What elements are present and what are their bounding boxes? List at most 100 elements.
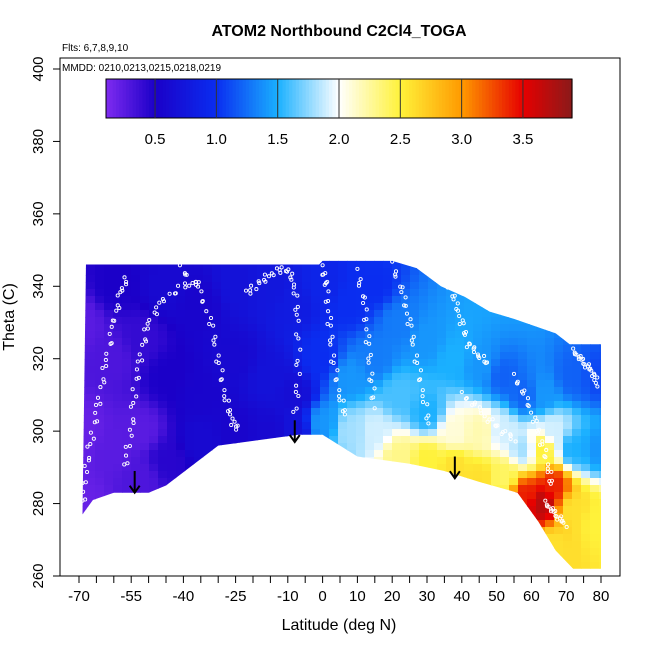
heatmap-cell <box>581 303 591 311</box>
heatmap-cell <box>284 338 294 346</box>
heatmap-cell <box>374 261 384 269</box>
heatmap-cell <box>185 331 195 339</box>
heatmap-cell <box>527 261 537 269</box>
heatmap-cell <box>82 457 87 465</box>
heatmap-cell <box>338 247 348 255</box>
heatmap-cell <box>491 562 501 569</box>
heatmap-cell <box>599 324 602 332</box>
heatmap-cell <box>149 527 159 535</box>
flight-point <box>426 421 431 426</box>
flight-point <box>288 275 293 280</box>
heatmap-cell <box>455 247 465 255</box>
heatmap-cell <box>545 352 555 360</box>
heatmap-cell <box>509 394 519 402</box>
heatmap-cell <box>329 282 339 290</box>
heatmap-cell <box>284 261 294 269</box>
heatmap-cell <box>293 380 303 388</box>
heatmap-cell <box>581 345 591 353</box>
colorbar-swatch <box>485 79 490 118</box>
heatmap-cell <box>365 471 375 479</box>
heatmap-cell <box>82 268 87 276</box>
heatmap-cell <box>95 324 105 332</box>
heatmap-cell <box>311 562 321 569</box>
heatmap-cell <box>545 387 555 395</box>
heatmap-cell <box>545 282 555 290</box>
heatmap-cell <box>374 310 384 318</box>
y-tick-label: 360 <box>30 201 47 226</box>
heatmap-cell <box>446 541 456 549</box>
heatmap-cell <box>473 436 483 444</box>
heatmap-cell <box>563 562 573 569</box>
heatmap-cell <box>482 310 492 318</box>
heatmap-cell <box>176 268 186 276</box>
heatmap-cell <box>302 380 312 388</box>
heatmap-cell <box>149 471 159 479</box>
heatmap-cell <box>82 296 87 304</box>
heatmap-cell <box>221 548 231 556</box>
heatmap-cell <box>194 506 204 514</box>
heatmap-cell <box>293 562 303 569</box>
heatmap-cell <box>185 555 195 563</box>
heatmap-cell <box>338 303 348 311</box>
heatmap-cell <box>131 436 141 444</box>
heatmap-cell <box>491 324 501 332</box>
heatmap-cell <box>473 520 483 528</box>
heatmap-cell <box>167 415 177 423</box>
heatmap-cell <box>563 324 573 332</box>
heatmap-cell <box>248 380 258 388</box>
heatmap-cell <box>158 562 168 569</box>
heatmap-cell <box>82 450 87 458</box>
heatmap-cell <box>356 443 366 451</box>
heatmap-cell <box>86 548 96 556</box>
heatmap-cell <box>266 296 276 304</box>
flight-point <box>243 288 249 293</box>
heatmap-cell <box>365 282 375 290</box>
heatmap-cell <box>257 499 267 507</box>
colorbar-swatch <box>125 79 130 118</box>
heatmap-cell <box>185 429 195 437</box>
heatmap-cell <box>599 401 602 409</box>
heatmap-cell <box>437 478 447 486</box>
heatmap-cell <box>563 338 573 346</box>
heatmap-cell <box>563 457 573 465</box>
heatmap-cell <box>347 275 357 283</box>
heatmap-cell <box>230 275 240 283</box>
heatmap-cell <box>554 317 564 325</box>
heatmap-cell <box>320 415 330 423</box>
heatmap-cell <box>95 506 105 514</box>
heatmap-cell <box>212 380 222 388</box>
flight-point <box>123 453 129 458</box>
heatmap-cell <box>518 492 528 500</box>
heatmap-cell <box>500 345 510 353</box>
heatmap-cell <box>221 471 231 479</box>
heatmap-cell <box>86 310 96 318</box>
heatmap-cell <box>401 261 411 269</box>
heatmap-cell <box>302 303 312 311</box>
heatmap-cell <box>464 380 474 388</box>
heatmap-cell <box>311 261 321 269</box>
heatmap-cell <box>599 478 602 486</box>
heatmap-cell <box>536 415 546 423</box>
heatmap-cell <box>266 562 276 569</box>
heatmap-cell <box>500 261 510 269</box>
heatmap-cell <box>482 247 492 255</box>
heatmap-cell <box>527 387 537 395</box>
heatmap-cell <box>527 401 537 409</box>
heatmap-cell <box>563 499 573 507</box>
heatmap-cell <box>572 499 582 507</box>
descent-arrow <box>128 470 141 495</box>
heatmap-cell <box>545 527 555 535</box>
heatmap-cell <box>293 534 303 542</box>
heatmap-cell <box>590 429 600 437</box>
heatmap-cell <box>311 422 321 430</box>
heatmap-cell <box>572 548 582 556</box>
colorbar-swatch <box>418 79 423 118</box>
flight-point <box>367 334 372 339</box>
heatmap-cell <box>545 457 555 465</box>
heatmap-cell <box>455 485 465 493</box>
heatmap-cell <box>140 303 150 311</box>
heatmap-cell <box>140 541 150 549</box>
flight-point <box>390 259 395 264</box>
heatmap-cell <box>437 261 447 269</box>
flight-point <box>525 402 530 408</box>
